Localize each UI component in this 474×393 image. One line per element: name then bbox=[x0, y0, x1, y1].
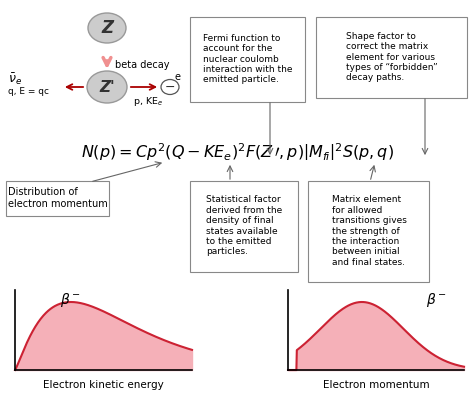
Text: Statistical factor
derived from the
density of final
states available
to the emi: Statistical factor derived from the dens… bbox=[206, 195, 283, 257]
Text: $N(p) = Cp^2(Q - KE_e)^2F(Z\,\prime,p)\left|M_{fi}\right|^2S(p,q)$: $N(p) = Cp^2(Q - KE_e)^2F(Z\,\prime,p)\l… bbox=[81, 141, 393, 163]
Text: p, KE$_e$: p, KE$_e$ bbox=[133, 94, 163, 108]
Text: Electron momentum: Electron momentum bbox=[323, 380, 429, 390]
Text: $\beta^-$: $\beta^-$ bbox=[426, 291, 447, 309]
Ellipse shape bbox=[161, 79, 179, 94]
FancyBboxPatch shape bbox=[7, 180, 109, 215]
Text: e: e bbox=[175, 72, 181, 82]
Text: beta decay: beta decay bbox=[115, 60, 170, 70]
FancyBboxPatch shape bbox=[317, 17, 467, 97]
Text: $\bar{\nu}_e$: $\bar{\nu}_e$ bbox=[8, 71, 22, 87]
Text: Electron kinetic energy: Electron kinetic energy bbox=[43, 380, 164, 390]
Text: Shape factor to
correct the matrix
element for various
types of “forbidden”
deca: Shape factor to correct the matrix eleme… bbox=[346, 32, 438, 82]
Text: $\beta^-$: $\beta^-$ bbox=[60, 291, 81, 309]
Text: Z': Z' bbox=[99, 79, 115, 94]
Text: Matrix element
for allowed
transitions gives
the strength of
the interaction
bet: Matrix element for allowed transitions g… bbox=[331, 195, 406, 267]
Text: q, E = qc: q, E = qc bbox=[8, 88, 49, 97]
Text: Z: Z bbox=[101, 19, 113, 37]
FancyBboxPatch shape bbox=[191, 180, 299, 272]
Text: Distribution of
electron momentum: Distribution of electron momentum bbox=[8, 187, 108, 209]
Ellipse shape bbox=[88, 13, 126, 43]
Ellipse shape bbox=[87, 71, 127, 103]
Text: Fermi function to
account for the
nuclear coulomb
interaction with the
emitted p: Fermi function to account for the nuclea… bbox=[203, 34, 293, 84]
Text: −: − bbox=[165, 81, 175, 94]
FancyBboxPatch shape bbox=[191, 17, 306, 101]
FancyBboxPatch shape bbox=[309, 180, 429, 281]
